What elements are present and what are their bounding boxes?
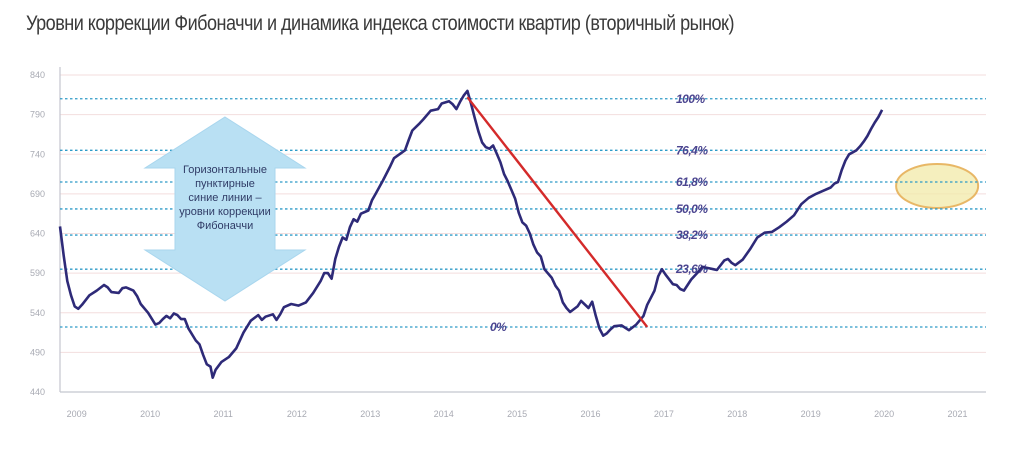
fib-level-label: 38,2% — [676, 228, 708, 242]
chart-title: Уровни коррекции Фибоначчи и динамика ин… — [26, 12, 734, 35]
x-tick-label: 2015 — [507, 409, 527, 419]
fib-level-label: 0% — [490, 320, 507, 334]
x-tick-label: 2020 — [874, 409, 894, 419]
series-line — [58, 89, 884, 379]
x-tick-label: 2010 — [140, 409, 160, 419]
annotation-line: пунктирные — [195, 178, 255, 190]
x-tick-label: 2019 — [801, 409, 821, 419]
fib-level-label: 50,0% — [676, 202, 708, 216]
y-tick-label: 490 — [30, 347, 45, 357]
highlight-ellipse — [895, 162, 980, 209]
x-tick-label: 2014 — [434, 409, 454, 419]
x-tick-label: 2017 — [654, 409, 674, 419]
y-tick-label: 740 — [30, 149, 45, 159]
annotation-line: уровни коррекции — [179, 206, 271, 218]
annotation-line: Горизонтальные — [183, 164, 267, 176]
y-tick-label: 440 — [30, 387, 45, 397]
x-tick-label: 2011 — [213, 409, 232, 419]
x-tick-label: 2009 — [67, 409, 87, 419]
y-tick-label: 840 — [30, 70, 45, 80]
x-tick-label: 2018 — [727, 409, 747, 419]
annotation-line: Фибоначчи — [197, 220, 253, 232]
fib-level-label: 76,4% — [676, 143, 708, 157]
double-arrow-icon — [143, 116, 307, 302]
x-tick-label: 2016 — [580, 409, 600, 419]
annotation-line: синие линии – — [188, 192, 262, 204]
y-tick-label: 690 — [30, 189, 45, 199]
x-tick-label: 2012 — [287, 409, 307, 419]
fib-level-label: 100% — [676, 92, 706, 106]
y-tick-label: 790 — [30, 110, 45, 120]
y-tick-label: 590 — [30, 268, 45, 278]
x-tick-label: 2013 — [360, 409, 380, 419]
x-tick-label: 2021 — [947, 409, 967, 419]
trend-line — [466, 96, 649, 328]
y-tick-label: 640 — [30, 229, 45, 239]
fib-level-label: 61,8% — [676, 175, 708, 189]
annotation-text: Горизонтальные пунктирные синие линии – уро… — [179, 164, 271, 232]
fib-level-label: 23,6% — [675, 262, 708, 276]
y-tick-label: 540 — [30, 308, 45, 318]
